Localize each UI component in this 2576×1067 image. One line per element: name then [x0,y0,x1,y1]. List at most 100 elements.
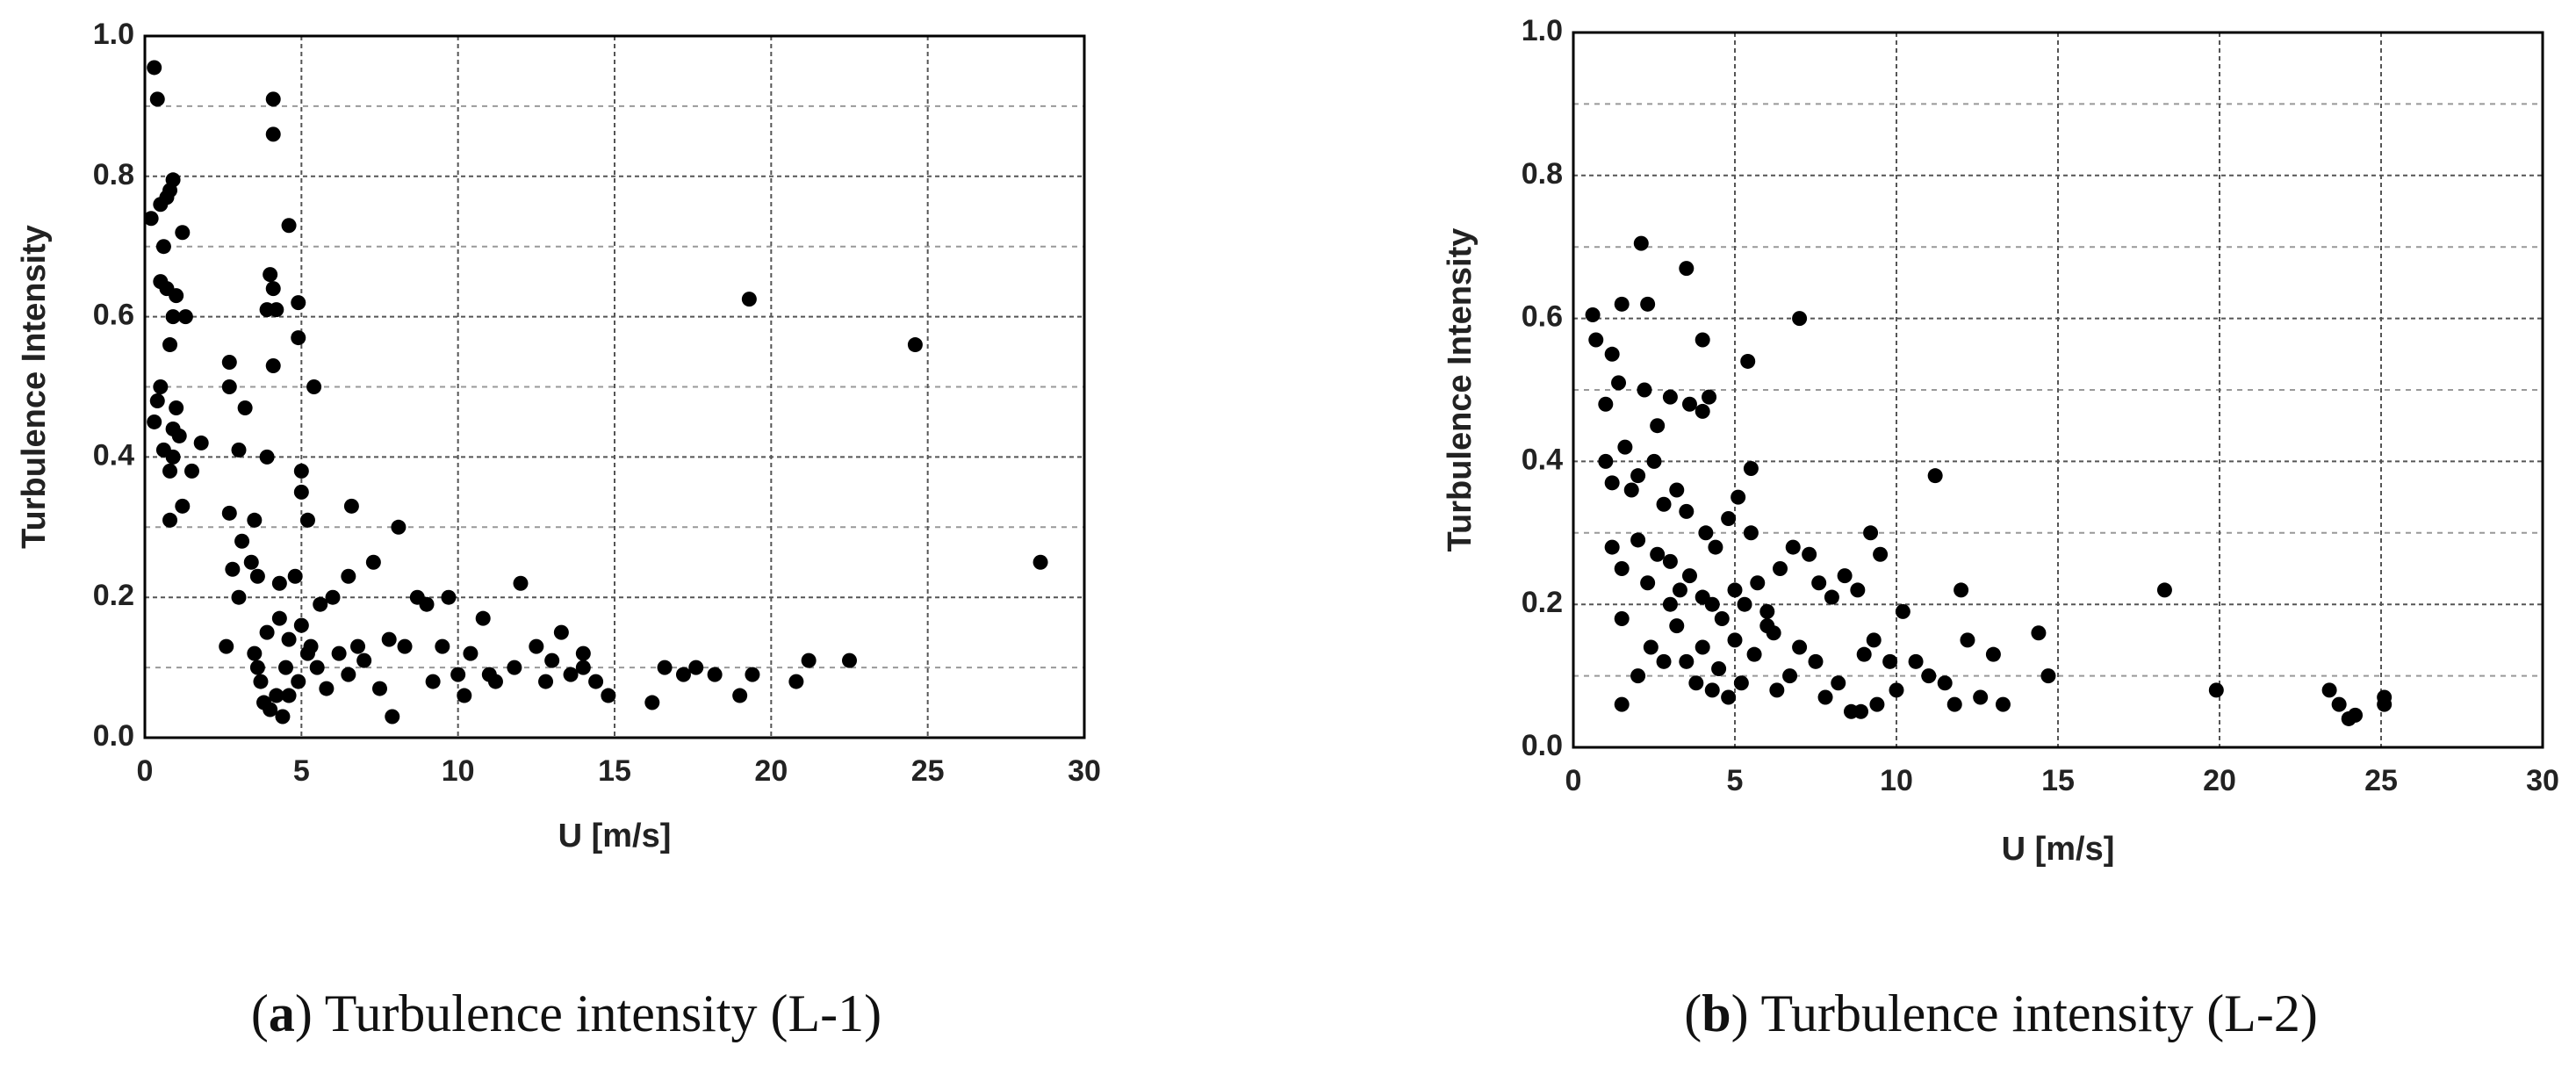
data-point [265,126,281,142]
data-point [263,702,278,717]
x-tick-label: 5 [293,754,310,788]
plot-frame [143,34,1086,739]
data-point [155,442,171,458]
data-point [1704,596,1720,612]
data-point [575,645,591,661]
data-point [2040,668,2056,684]
data-point [450,667,466,682]
data-point [1681,396,1697,412]
data-point [221,505,237,521]
data-point [1614,696,1630,712]
data-point [1954,582,1969,598]
data-point [149,91,165,107]
data-point [219,638,234,654]
x-tick-label: 10 [442,754,475,788]
data-point [1802,546,1817,562]
data-point [397,638,413,654]
data-point [1704,682,1720,698]
data-point [234,533,250,549]
data-point [350,638,366,654]
data-point [1782,668,1798,684]
caption-part: ( [251,984,269,1042]
data-point [281,218,297,234]
caption-part: ( [1684,984,1702,1042]
data-point [291,674,306,689]
data-point [287,568,303,584]
data-point [1746,646,1762,662]
data-point [1817,689,1833,705]
data-point [1633,235,1649,251]
data-point [1946,696,1962,712]
x-tick-label: 25 [2364,764,2398,797]
data-point [1650,418,1666,434]
data-point [247,512,263,528]
data-point [1831,675,1846,691]
y-tick-label: 1.0 [1522,14,1563,47]
data-point [225,561,241,577]
data-point [165,309,181,325]
data-point [153,379,169,394]
data-point [1662,389,1678,405]
data-point [1598,453,1614,469]
data-point [221,379,237,394]
data-point [1785,539,1801,555]
data-point [601,688,616,703]
data-point [544,652,560,668]
data-point [365,554,381,570]
data-point [1811,575,1827,591]
data-point [1672,582,1687,598]
data-point [2348,707,2364,723]
data-point [143,211,159,227]
data-point [441,589,457,605]
data-point [169,400,184,415]
data-point [1850,582,1866,598]
data-point [1740,353,1756,369]
data-point [1623,482,1639,498]
data-point [1714,610,1730,626]
x-tick-label: 15 [598,754,631,788]
y-tick-label: 0.0 [93,719,134,753]
data-point [1679,653,1695,669]
chart: 0.0 0.2 0.4 0.6 0.8 1.0 0 5 10 15 20 25 30 U [m/s] Tur… [1442,14,2559,1042]
y-tick-label: 0.8 [93,158,134,191]
data-point [1614,610,1630,626]
data-point [391,519,407,535]
data-point [538,674,554,689]
x-tick-label: 15 [2041,764,2075,797]
data-point [1889,682,1904,698]
caption: (b) Turbulence intensity (L-2) [1684,984,2318,1042]
data-point [1650,546,1666,562]
data-point [419,596,435,612]
data-point [155,239,171,255]
data-point [1733,675,1749,691]
y-axis-title: Turbulence Intensity [16,225,53,549]
data-point [1643,639,1659,655]
y-axis-title: Turbulence Intensity [1442,228,1479,552]
x-tick-label: 5 [1727,764,1744,797]
data-point [1611,375,1627,391]
data-point [1960,632,1975,648]
data-point [1656,496,1672,512]
data-point [1750,575,1766,591]
data-point [1824,589,1839,605]
data-point [1679,261,1695,277]
data-point [293,463,309,479]
data-point [657,660,673,675]
data-point [1695,332,1710,348]
data-point [1614,561,1630,576]
data-point [457,688,472,703]
data-point [2321,682,2337,698]
data-point [1808,653,1824,669]
data-point [675,667,691,682]
data-point [1630,468,1646,484]
data-point [707,667,723,682]
data-point [1604,539,1620,555]
data-point [165,172,181,188]
y-tick-label: 0.0 [1522,729,1563,762]
data-point [291,295,306,311]
data-point [1937,675,1953,691]
chart: 0.0 0.2 0.4 0.6 0.8 1.0 0 5 10 15 20 25 30 U [m/s] Tur… [16,18,1101,1042]
y-tick-label: 0.6 [93,299,134,332]
data-point [1873,546,1889,562]
